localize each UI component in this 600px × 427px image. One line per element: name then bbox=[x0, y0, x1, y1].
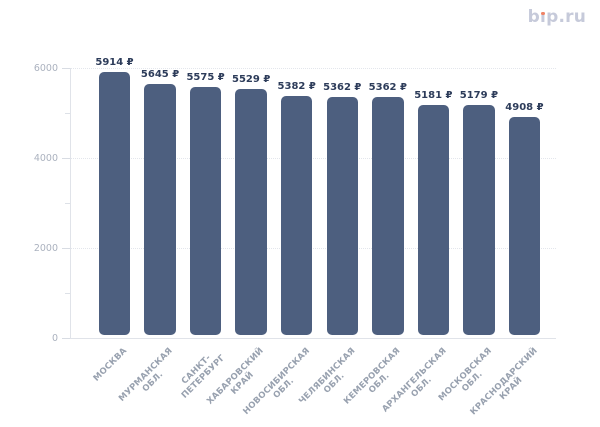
y-tick-mark-minor bbox=[65, 203, 70, 204]
bar bbox=[144, 83, 176, 335]
y-tick-label: 6000 bbox=[33, 62, 58, 74]
bar bbox=[326, 96, 358, 335]
bar-value-label: 5179 ₽ bbox=[459, 89, 499, 101]
y-tick-label: 2000 bbox=[33, 242, 58, 254]
y-tick-mark-minor bbox=[65, 113, 70, 114]
bar bbox=[280, 95, 313, 335]
y-tick-mark bbox=[62, 338, 70, 339]
gridline-4000 bbox=[70, 158, 556, 159]
x-axis-label: МОСКВА bbox=[91, 346, 130, 384]
y-tick-label: 0 bbox=[51, 332, 58, 344]
y-tick-mark bbox=[62, 68, 70, 69]
bar-value-label: 5362 ₽ bbox=[323, 81, 362, 93]
y-tick-mark bbox=[62, 248, 70, 249]
bip-logo: bıp.ru bbox=[528, 9, 586, 26]
y-axis bbox=[70, 68, 71, 338]
gridline-6000 bbox=[70, 68, 556, 69]
bar bbox=[98, 71, 131, 335]
x-axis bbox=[70, 338, 556, 339]
bar-value-label: 5645 ₽ bbox=[140, 68, 180, 80]
bar bbox=[372, 96, 404, 335]
logo-letter-i-with-dot: ı bbox=[540, 7, 547, 27]
bar-value-label: 5382 ₽ bbox=[277, 80, 316, 92]
y-tick-label: 4000 bbox=[33, 152, 58, 164]
bar bbox=[417, 104, 450, 335]
bar-value-label: 5529 ₽ bbox=[232, 74, 271, 86]
logo-text-p-ru: p.ru bbox=[546, 7, 586, 27]
y-tick-mark bbox=[62, 158, 70, 159]
bar bbox=[508, 117, 541, 335]
bar-value-label: 4908 ₽ bbox=[505, 102, 544, 114]
bar-value-label: 5575 ₽ bbox=[186, 72, 225, 84]
bar-value-label: 5914 ₽ bbox=[95, 56, 134, 68]
logo-text-b: b bbox=[527, 7, 541, 27]
bar bbox=[235, 89, 267, 335]
bar bbox=[189, 87, 222, 335]
x-axis-label: МУРМАНСКАЯ ОБЛ. bbox=[117, 346, 176, 404]
bar bbox=[463, 104, 495, 335]
y-tick-mark-minor bbox=[65, 293, 70, 294]
bar-value-label: 5181 ₽ bbox=[414, 89, 453, 101]
gridline-2000 bbox=[70, 248, 556, 249]
bar-value-label: 5362 ₽ bbox=[368, 81, 407, 93]
